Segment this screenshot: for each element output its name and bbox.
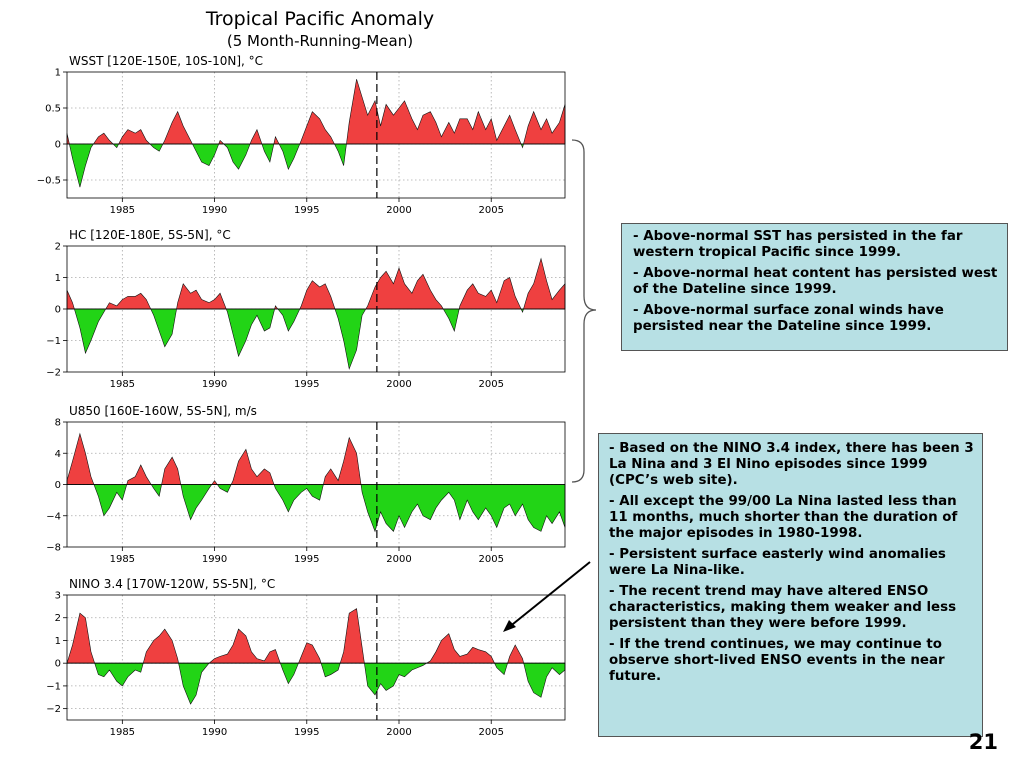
y-tick-label: 0: [55, 140, 61, 151]
x-tick-label: 2000: [386, 554, 411, 565]
x-tick-label: 1985: [110, 727, 135, 738]
x-tick-label: 1985: [110, 205, 135, 216]
y-tick-label: 1: [55, 636, 61, 647]
positive-anomaly-area: [66, 608, 565, 664]
y-tick-label: 2: [55, 242, 61, 253]
negative-anomaly-area: [67, 484, 566, 533]
y-tick-label: −1: [46, 336, 61, 347]
y-tick-label: 8: [55, 418, 61, 429]
summary-item: - All except the 99/00 La Nina lasted le…: [609, 494, 958, 541]
panel-label: U850 [160E-160W, 5S-5N], m/s: [69, 404, 257, 418]
chart-title: Tropical Pacific Anomaly: [205, 8, 435, 30]
y-tick-label: −2: [46, 704, 61, 715]
y-tick-label: 3: [55, 591, 61, 602]
x-tick-label: 2005: [478, 205, 503, 216]
negative-anomaly-area: [67, 308, 565, 370]
negative-anomaly-area: [67, 143, 565, 188]
y-tick-label: −2: [46, 368, 61, 379]
x-tick-label: 2000: [386, 727, 411, 738]
y-tick-label: 0: [55, 659, 61, 670]
summary-item: - Persistent surface easterly wind anoma…: [609, 547, 946, 578]
x-tick-label: 2005: [478, 727, 503, 738]
y-tick-label: 4: [55, 449, 61, 460]
positive-anomaly-area: [66, 79, 566, 145]
y-tick-label: 1: [55, 273, 61, 284]
x-tick-label: 2005: [478, 554, 503, 565]
x-tick-label: 1995: [294, 554, 319, 565]
y-tick-label: 1: [55, 68, 61, 79]
y-tick-label: −8: [46, 543, 61, 554]
summary-item: - Above-normal surface zonal winds have …: [633, 303, 944, 334]
summary-item: - Above-normal heat content has persiste…: [633, 266, 998, 297]
positive-anomaly-area: [66, 432, 565, 485]
x-tick-label: 1985: [110, 554, 135, 565]
plot-frame: [66, 594, 566, 721]
chart-subtitle: (5 Month-Running-Mean): [226, 32, 414, 50]
y-tick-label: −0.5: [37, 176, 61, 187]
panel-label: HC [120E-180E, 5S-5N], °C: [69, 228, 231, 242]
summary-box-persistence: - Above-normal SST has persisted in the …: [621, 223, 1008, 351]
x-tick-label: 1995: [294, 205, 319, 216]
y-tick-label: −4: [46, 511, 61, 522]
summary-item: - If the trend continues, we may continu…: [609, 637, 945, 684]
summary-item: - Above-normal SST has persisted in the …: [633, 229, 963, 260]
negative-anomaly-area: [67, 662, 566, 705]
y-tick-label: 0: [55, 305, 61, 316]
panel-label: NINO 3.4 [170W-120W, 5S-5N], °C: [69, 577, 275, 591]
x-tick-label: 2005: [478, 379, 503, 390]
panel-label: WSST [120E-150E, 10S-10N], °C: [69, 54, 263, 68]
summary-item: - Based on the NINO 3.4 index, there has…: [609, 441, 974, 488]
x-tick-label: 1990: [202, 727, 227, 738]
y-tick-label: 2: [55, 613, 61, 624]
positive-anomaly-area: [66, 257, 566, 310]
x-tick-label: 1995: [294, 379, 319, 390]
y-tick-label: 0: [55, 480, 61, 491]
x-tick-label: 1990: [202, 379, 227, 390]
x-tick-label: 1990: [202, 205, 227, 216]
page-number: 21: [968, 730, 998, 754]
summary-item: - The recent trend may have altered ENSO…: [609, 584, 957, 631]
plot-frame: [66, 71, 566, 199]
y-tick-label: 0.5: [45, 104, 61, 115]
x-tick-label: 1985: [110, 379, 135, 390]
x-tick-label: 2000: [386, 205, 411, 216]
x-tick-label: 2000: [386, 379, 411, 390]
y-tick-label: −1: [46, 681, 61, 692]
x-tick-label: 1995: [294, 727, 319, 738]
summary-box-enso: - Based on the NINO 3.4 index, there has…: [598, 433, 983, 737]
x-tick-label: 1990: [202, 554, 227, 565]
